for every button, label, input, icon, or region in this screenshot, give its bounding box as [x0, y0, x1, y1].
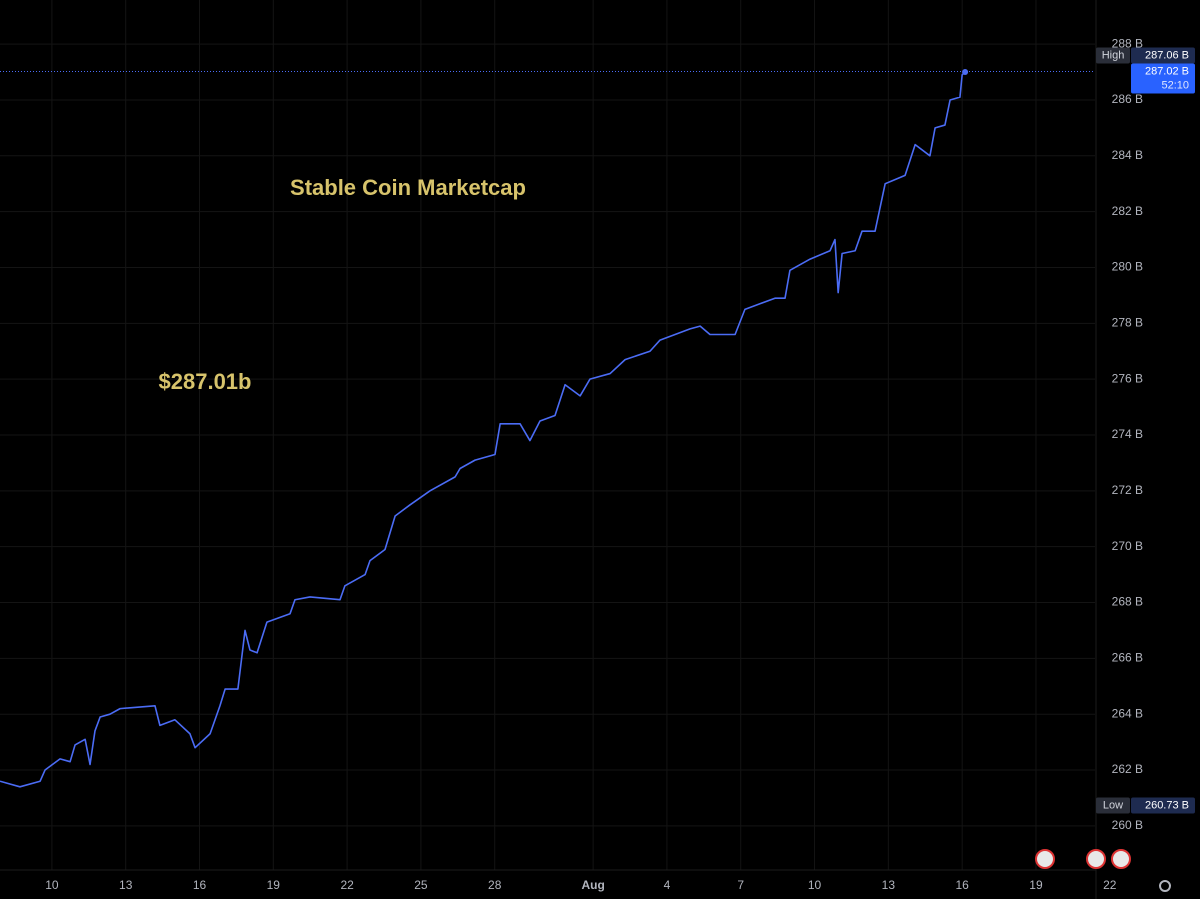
annotation: $287.01b	[159, 369, 252, 394]
y-tick-label: 264 B	[1112, 706, 1143, 720]
high-value: 287.06 B	[1145, 49, 1189, 61]
event-flag[interactable]	[1086, 849, 1106, 869]
settings-gear[interactable]	[1159, 880, 1171, 892]
x-tick-label: 13	[882, 878, 896, 892]
x-tick-label: 22	[340, 878, 354, 892]
y-tick-label: 284 B	[1112, 148, 1143, 162]
x-tick-label: 10	[808, 878, 822, 892]
x-tick-label: 25	[414, 878, 428, 892]
y-tick-label: 276 B	[1112, 371, 1143, 385]
price-line	[0, 71, 966, 788]
y-tick-label: 260 B	[1112, 818, 1143, 832]
y-tick-label: 272 B	[1112, 483, 1143, 497]
chart-title: Stable Coin Marketcap	[290, 175, 526, 200]
x-tick-label: 28	[488, 878, 502, 892]
x-tick-label: 19	[267, 878, 281, 892]
x-tick-label: Aug	[581, 878, 604, 892]
countdown-label: 52:10	[1161, 79, 1189, 91]
y-tick-label: 280 B	[1112, 260, 1143, 274]
x-tick-label: 16	[193, 878, 207, 892]
event-flag[interactable]	[1111, 849, 1131, 869]
event-flags	[1035, 849, 1131, 869]
y-tick-label: 286 B	[1112, 92, 1143, 106]
x-tick-label: 4	[664, 878, 671, 892]
low-name-box	[1096, 797, 1130, 814]
x-tick-label: 13	[119, 878, 133, 892]
low-value: 260.73 B	[1145, 799, 1189, 811]
y-tick-label: 278 B	[1112, 315, 1143, 329]
event-flag[interactable]	[1035, 849, 1055, 869]
x-tick-label: 16	[955, 878, 969, 892]
y-tick-label: 288 B	[1112, 36, 1143, 50]
x-tick-label: 7	[737, 878, 744, 892]
y-tick-label: 262 B	[1112, 762, 1143, 776]
y-tick-label: 268 B	[1112, 595, 1143, 609]
high-name-box	[1096, 47, 1130, 64]
high-name: High	[1102, 49, 1125, 61]
low-value-box	[1131, 797, 1195, 814]
x-tick-label: 19	[1029, 878, 1043, 892]
y-tick-label: 266 B	[1112, 651, 1143, 665]
last-price-box	[1131, 63, 1195, 94]
x-tick-label: 22	[1103, 878, 1117, 892]
last-point	[962, 69, 969, 76]
last-price-label: 287.02 B	[1145, 65, 1189, 77]
y-tick-label: 270 B	[1112, 539, 1143, 553]
high-value-box	[1131, 47, 1195, 64]
grid	[0, 0, 1095, 870]
low-name: Low	[1103, 799, 1123, 811]
settings-icon[interactable]	[1159, 880, 1171, 892]
y-tick-label: 274 B	[1112, 427, 1143, 441]
x-tick-label: 10	[45, 878, 59, 892]
y-tick-label: 282 B	[1112, 204, 1143, 218]
